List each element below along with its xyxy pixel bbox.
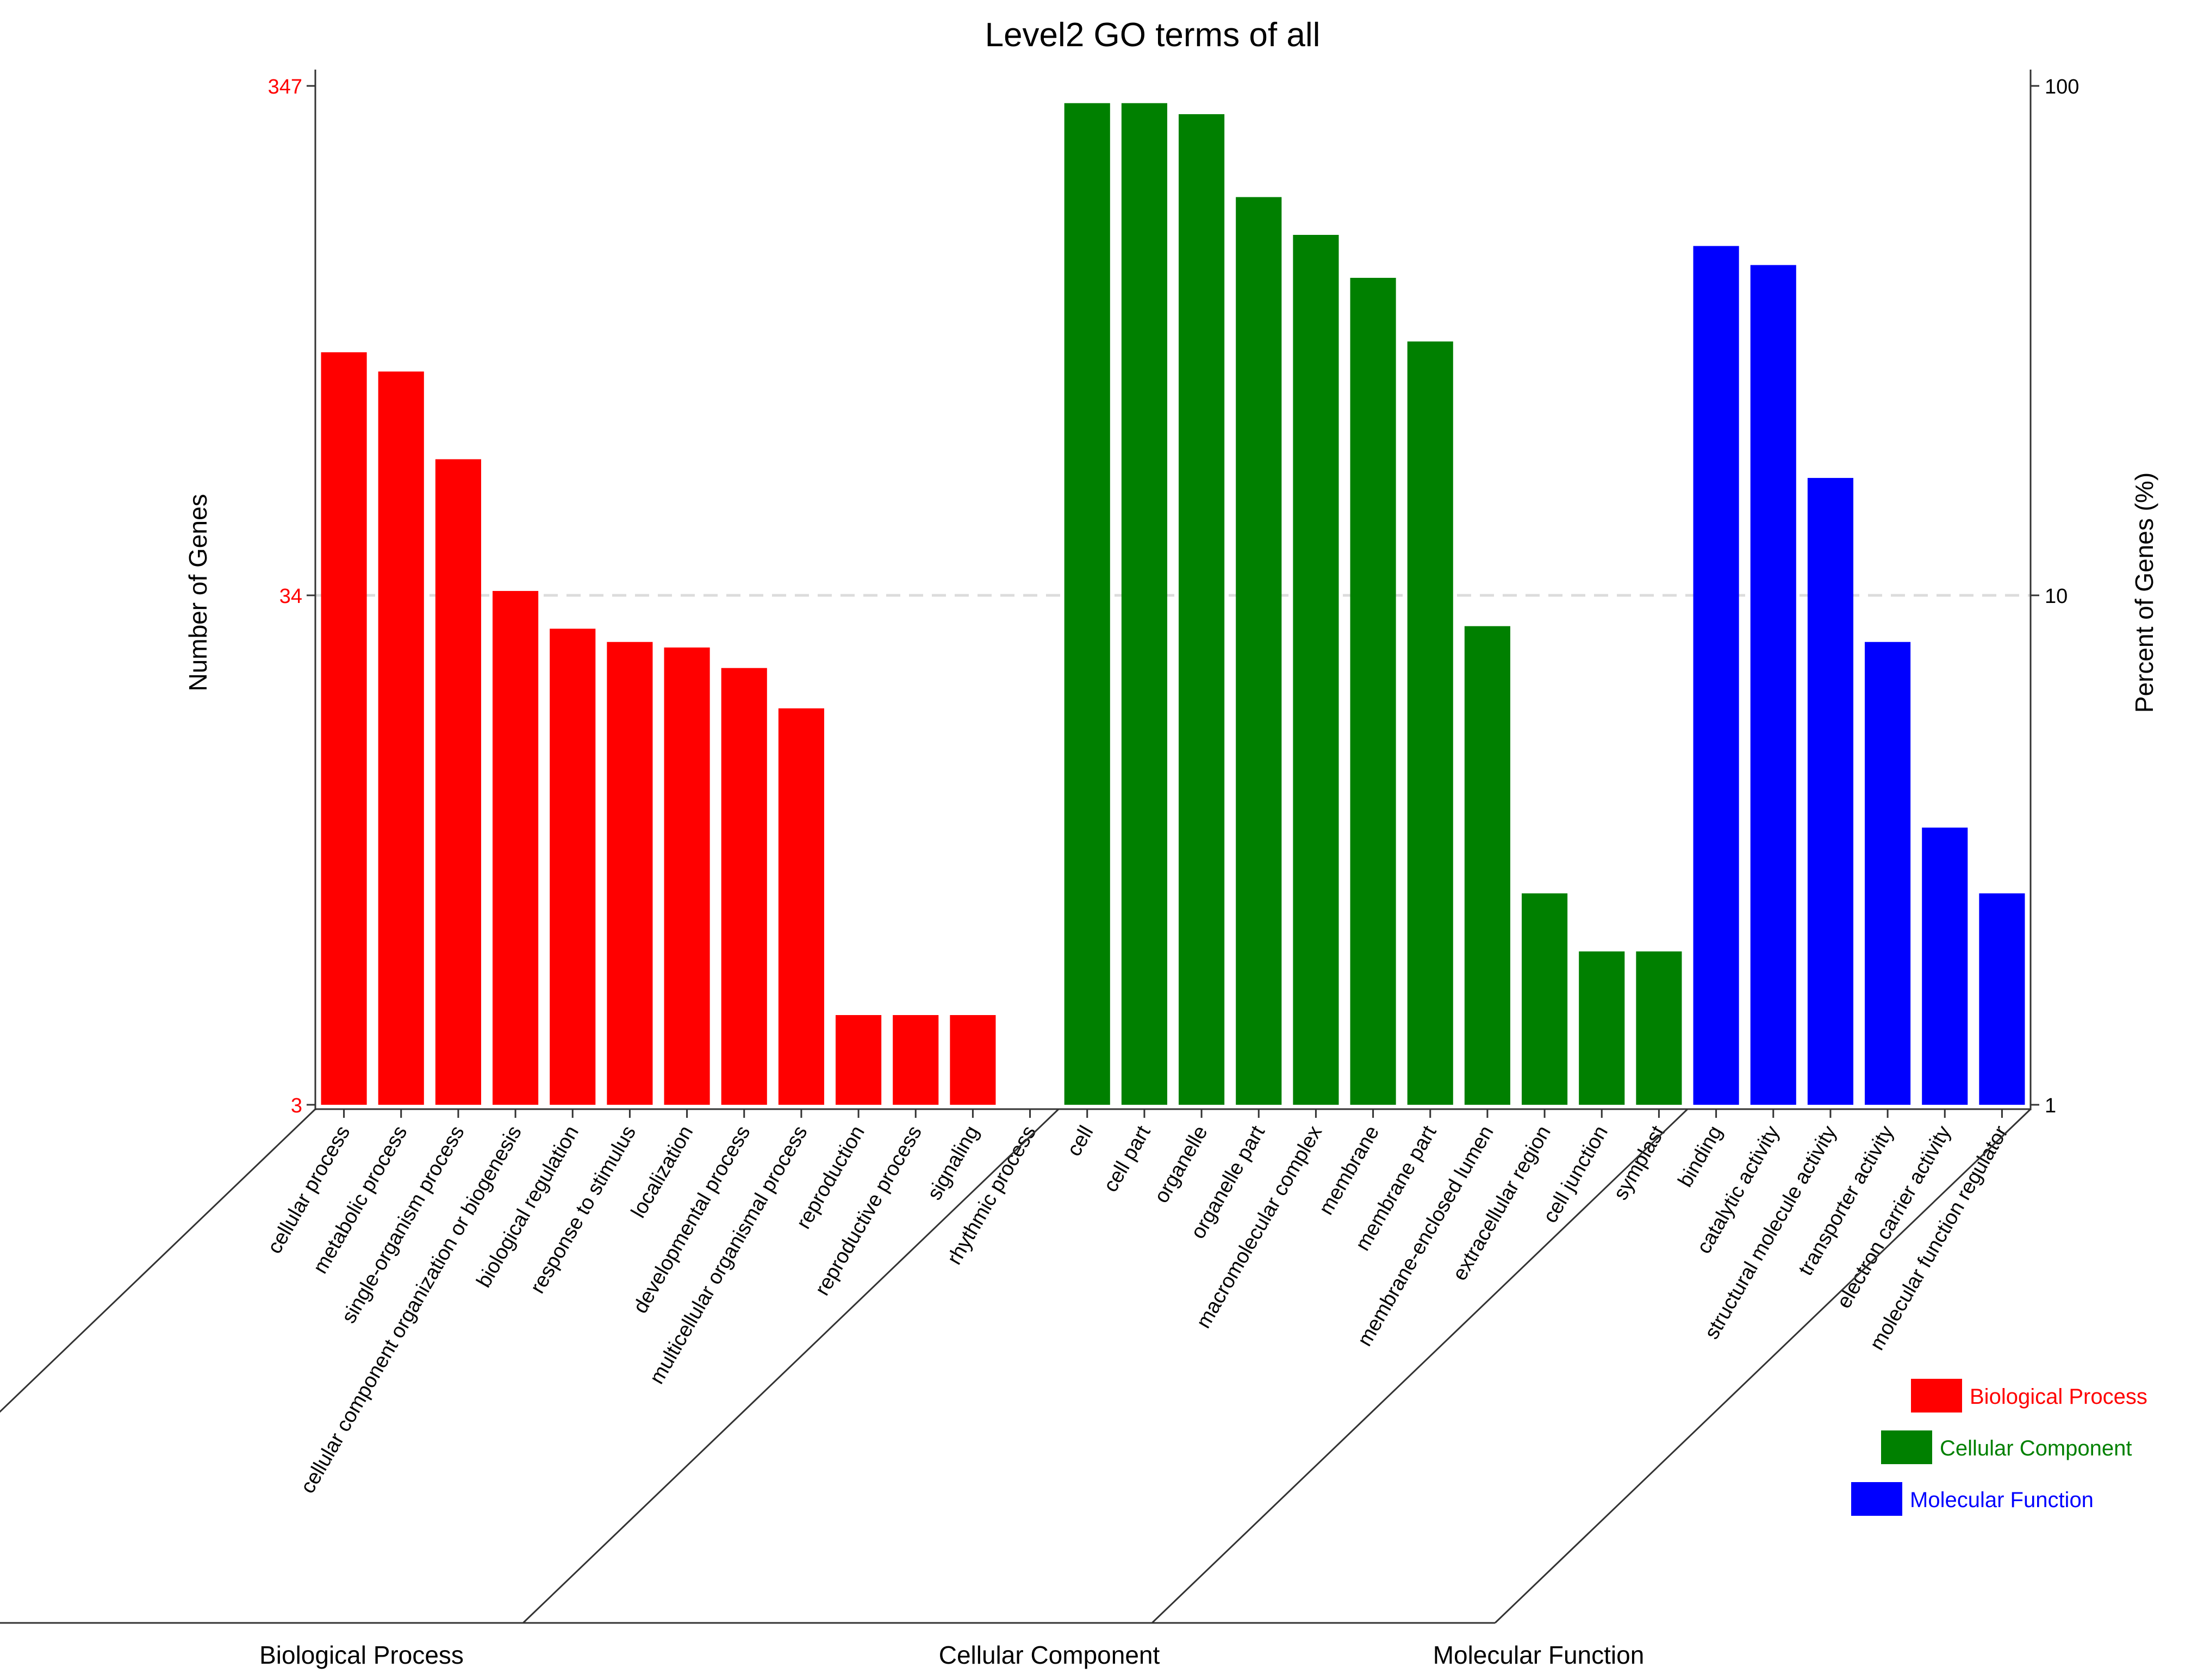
legend-label: Biological Process bbox=[1970, 1385, 2147, 1409]
bar bbox=[893, 1015, 939, 1105]
bar bbox=[607, 642, 653, 1105]
bar bbox=[1464, 626, 1510, 1105]
group-name: Cellular Component bbox=[939, 1641, 1160, 1669]
group-name: Molecular Function bbox=[1433, 1641, 1645, 1669]
panel-divider bbox=[1494, 1108, 2032, 1624]
y-axis-right-label: Percent of Genes (%) bbox=[2130, 472, 2158, 713]
plot-frame: 347 100 34 10 3 1 bbox=[268, 70, 2079, 1117]
group-name: Biological Process bbox=[259, 1641, 464, 1669]
bar bbox=[1922, 827, 1968, 1105]
x-tick-label: response to stimulus bbox=[526, 1122, 641, 1298]
bar bbox=[1350, 278, 1396, 1105]
bar bbox=[1579, 951, 1625, 1105]
y-tick-label-right: 10 bbox=[2045, 585, 2068, 608]
legend: Biological Process Cellular Component Mole… bbox=[1851, 1379, 2147, 1516]
chart-title: Level2 GO terms of all bbox=[985, 16, 1321, 54]
legend-swatch bbox=[1851, 1482, 1902, 1516]
bars bbox=[321, 103, 2025, 1105]
x-tick-label: cell part bbox=[1099, 1122, 1155, 1196]
x-tick-label: cellular component organization or bioge… bbox=[296, 1122, 526, 1498]
legend-label: Molecular Function bbox=[1910, 1488, 2094, 1512]
bar bbox=[1750, 265, 1796, 1105]
panel-divider bbox=[0, 1108, 316, 1413]
bar bbox=[950, 1015, 996, 1105]
x-tick-label: organelle bbox=[1150, 1122, 1212, 1207]
bar bbox=[321, 352, 367, 1105]
legend-label: Cellular Component bbox=[1940, 1436, 2132, 1460]
bar bbox=[1121, 103, 1167, 1105]
group-panels: Biological Process Cellular Component Mole… bbox=[0, 1108, 2032, 1669]
y-axis-left-label: Number of Genes bbox=[184, 494, 212, 691]
bar bbox=[1064, 103, 1110, 1105]
bar bbox=[1693, 246, 1739, 1105]
bar bbox=[1522, 893, 1568, 1105]
bar bbox=[1807, 478, 1853, 1105]
y-tick-label-left: 3 bbox=[291, 1094, 302, 1117]
bar bbox=[778, 708, 824, 1105]
bar bbox=[721, 668, 767, 1105]
bar bbox=[1293, 235, 1339, 1105]
y-tick-label-left: 347 bbox=[268, 76, 302, 98]
bar bbox=[1179, 114, 1225, 1105]
bar bbox=[1636, 951, 1682, 1105]
x-tick-label: binding bbox=[1674, 1122, 1727, 1191]
panel-divider bbox=[1151, 1108, 1689, 1624]
bar bbox=[493, 590, 539, 1105]
x-tick-label: cell bbox=[1063, 1122, 1098, 1160]
y-tick-label-right: 100 bbox=[2045, 76, 2079, 98]
bar bbox=[1865, 642, 1911, 1105]
x-tick-label: signaling bbox=[923, 1122, 983, 1204]
bar bbox=[550, 629, 596, 1105]
bar bbox=[378, 371, 424, 1105]
x-tick-label: electron carrier activity bbox=[1833, 1122, 1956, 1312]
x-tick-label: reproductive process bbox=[811, 1122, 926, 1299]
bar bbox=[1979, 893, 2025, 1105]
y-tick-label-right: 1 bbox=[2045, 1094, 2056, 1117]
x-tick-label: biological regulation bbox=[472, 1122, 583, 1292]
bar bbox=[1407, 341, 1453, 1105]
legend-swatch bbox=[1881, 1430, 1932, 1464]
bar bbox=[1236, 197, 1282, 1105]
y-tick-label-left: 34 bbox=[279, 585, 302, 608]
bar bbox=[836, 1015, 882, 1105]
bar bbox=[435, 459, 481, 1105]
panel-divider bbox=[522, 1108, 1060, 1624]
legend-swatch bbox=[1911, 1379, 1962, 1413]
bar bbox=[664, 647, 710, 1105]
